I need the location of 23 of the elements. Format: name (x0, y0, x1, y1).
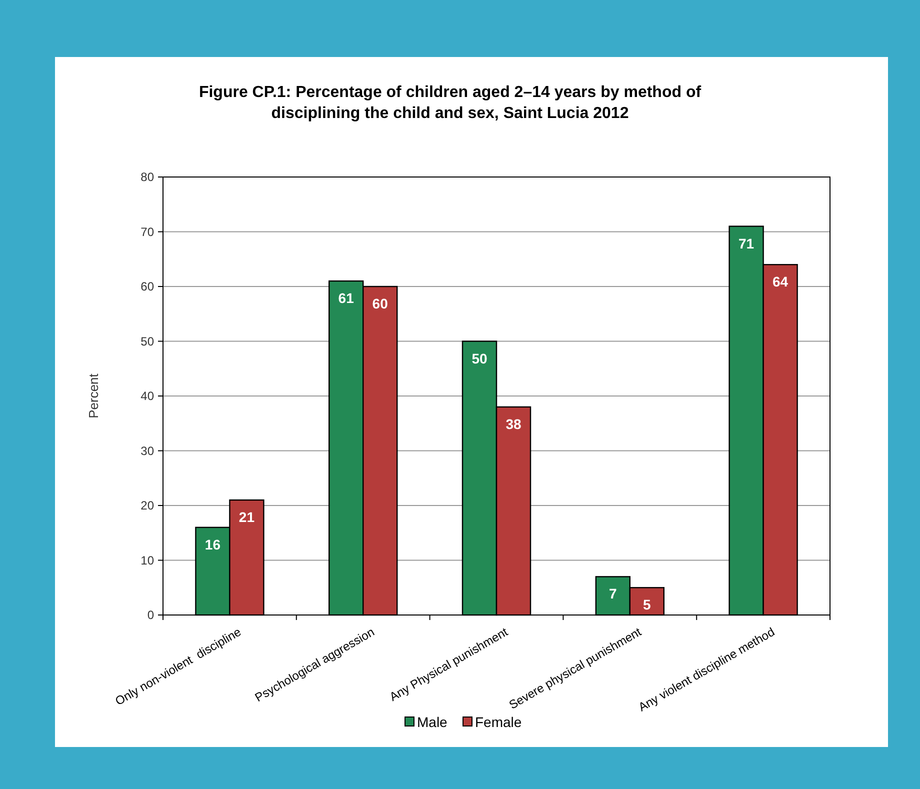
y-tick-label: 60 (140, 280, 154, 294)
data-label: 64 (772, 274, 788, 290)
data-label: 7 (609, 586, 617, 602)
data-label: 71 (738, 235, 754, 252)
legend-label: Male (417, 714, 448, 730)
y-tick-label: 40 (140, 389, 154, 404)
data-label: 5 (643, 596, 651, 613)
y-tick-label: 20 (140, 498, 154, 513)
y-tick-label: 0 (147, 608, 154, 622)
y-tick-label: 10 (140, 553, 154, 568)
data-label: 16 (204, 536, 221, 552)
y-tick-label: 30 (140, 444, 154, 458)
data-label: 21 (238, 509, 255, 526)
y-tick-label: 50 (140, 334, 154, 348)
legend-label: Female (475, 714, 522, 730)
y-axis-title: Percent (86, 373, 101, 418)
chart-title: Figure CP.1: Percentage of children aged 2–14 years by method of disciplining the child and sex, Saint Lucia 2012 (198, 84, 702, 122)
data-label: 61 (338, 290, 354, 306)
y-tick-label: 80 (140, 170, 154, 184)
data-label: 50 (472, 350, 488, 366)
data-label: 38 (506, 416, 522, 432)
y-tick-label: 70 (140, 224, 154, 239)
data-label: 60 (372, 296, 388, 312)
